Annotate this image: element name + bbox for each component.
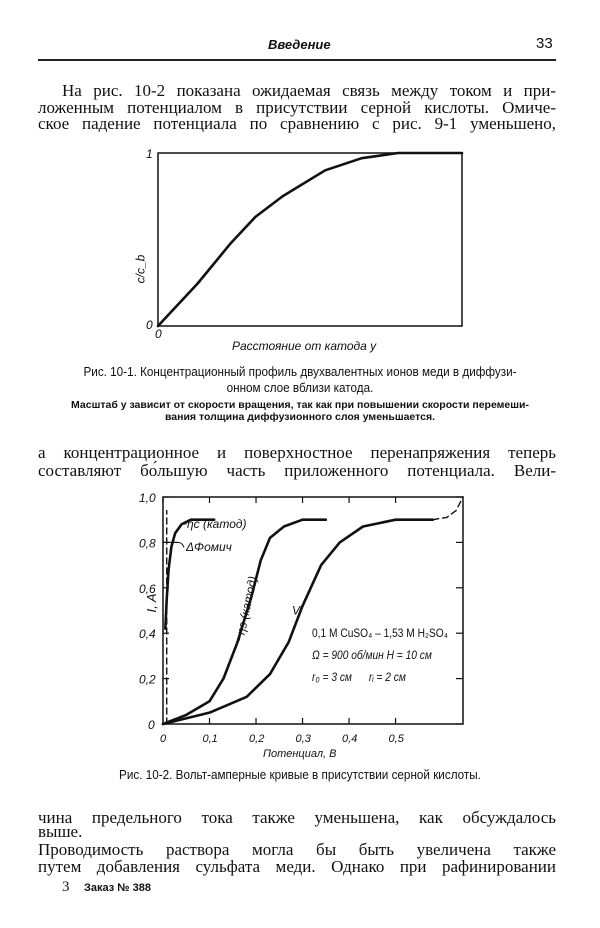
paragraph3-line-2: выше. [38, 822, 83, 841]
figure1-note-line-1: Масштаб y зависит от скорости вращения, … [71, 399, 529, 411]
x-tick-label: 0,3 [296, 733, 312, 745]
header-rule [38, 59, 556, 61]
figure2-caption: Рис. 10-2. Вольт-амперные кривые в прису… [119, 767, 481, 782]
y-tick-label: 0,4 [139, 627, 156, 641]
y-tick-label: 0,6 [139, 582, 156, 596]
paragraph1-line-3: ское падение потенциала по сравнению с р… [38, 114, 556, 133]
y-tick-label-0: 0 [146, 318, 153, 332]
paragraph3-line-4: путем добавления сульфата меди. Однако п… [38, 857, 556, 876]
figure2-chart: 0 0,1 0,2 0,3 0,4 0,5 0 0,2 0,4 0,6 0,8 1,0 I, A Поте… [139, 491, 464, 760]
y-tick-label: 1,0 [139, 491, 156, 505]
y-tick-label: 0,8 [139, 536, 156, 550]
paragraph3-line-3: Проводимость раствора могла бы быть увел… [38, 840, 556, 859]
series-line-3 [161, 518, 435, 726]
page-number: 33 [536, 35, 553, 52]
x-tick-label: 0 [160, 733, 167, 745]
figure1-caption-line-1: Рис. 10-1. Концентрационный профиль двух… [83, 364, 517, 379]
x-tick-label: 0,5 [389, 733, 405, 745]
series-line-0 [164, 518, 216, 630]
y-tick-label: 0,2 [139, 673, 156, 687]
figure2-annotation-3: r₀ = 3 см rᵢ = 2 см [312, 670, 406, 684]
signature-mark: 3 [62, 879, 70, 895]
figure1-chart: 1 00 [146, 147, 464, 340]
y-tick-label: 0 [148, 718, 155, 732]
ohmic-leader [177, 541, 185, 548]
y-axis-label: I, A [144, 593, 159, 612]
figure2-annotation-1: 0,1 M CuSO₄ – 1,53 M H₂SO₄ [312, 626, 448, 640]
figure1-note-line-2: вания толщина диффузионного слоя уменьша… [164, 411, 436, 423]
figure2-annotation-2: Ω = 900 об/мин H = 10 см [312, 648, 432, 662]
series-label-eta-c: −ηc (катод) [180, 517, 247, 531]
series-label-ohmic: ΔΦомич [185, 540, 232, 554]
series-line-0 [156, 151, 464, 328]
x-tick-label: 0,4 [342, 733, 357, 745]
x-tick-label-0: 0 [155, 327, 162, 340]
paragraph3-line-1: чина предельного тока также уменьшена, к… [38, 808, 556, 827]
figure1-ylabel: c/c_b [133, 254, 148, 284]
order-number: Заказ № 388 [84, 882, 151, 894]
figure1-xlabel: Расстояние от катода y [232, 339, 377, 353]
series-label-eta-s: −ηs (катод) [232, 575, 260, 643]
paragraph1-line-2: ложенным потенциалом в присутствии серно… [38, 98, 556, 117]
plot-frame [157, 152, 463, 327]
figure1-caption-line-2: онном слое вблизи катода. [226, 380, 374, 395]
series-label-v: V [292, 604, 301, 618]
x-tick-label: 0,1 [203, 733, 218, 745]
running-header: Введение [268, 37, 331, 52]
series-line-2 [161, 518, 328, 726]
paragraph1-line-1: На рис. 10-2 показана ожидаемая связь ме… [62, 81, 556, 100]
plot-frame [162, 496, 464, 725]
paragraph2-line-1: а концентрационное и поверхностное перен… [38, 443, 556, 462]
x-tick-label: 0,2 [249, 733, 264, 745]
x-axis-label: Потенциал, В [263, 748, 336, 760]
series-line-4 [432, 496, 464, 521]
paragraph2-line-2: составляют бо́льшую часть приложенного п… [38, 461, 556, 480]
y-tick-label-1: 1 [146, 147, 153, 161]
